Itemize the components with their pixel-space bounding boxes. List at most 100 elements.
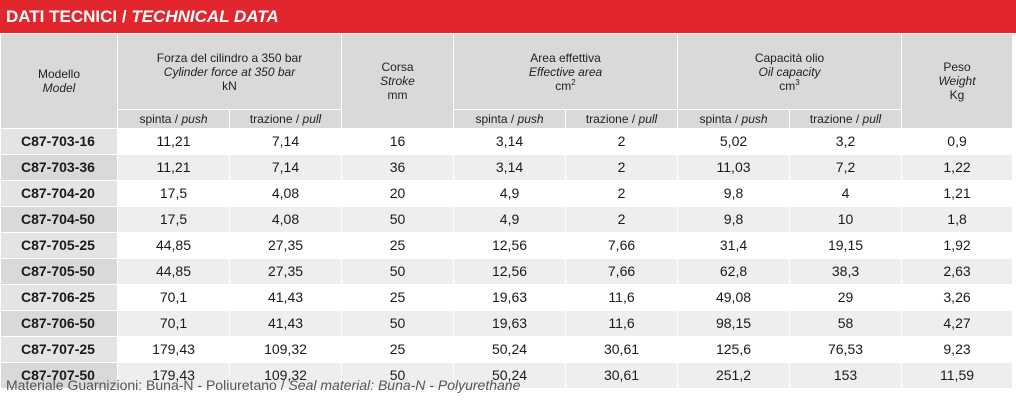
- cell-area-pull: 11,6: [565, 310, 679, 337]
- cell-force-push: 11,21: [117, 154, 230, 181]
- cell-weight: 11,59: [901, 362, 1014, 389]
- cell-force-push: 70,1: [117, 284, 230, 311]
- cell-oil-push: 62,8: [677, 258, 791, 285]
- cell-oil-push: 9,8: [677, 206, 791, 233]
- cell-force-pull: 109,32: [228, 362, 343, 389]
- cell-force-push: 44,85: [117, 232, 230, 259]
- cell-force-pull: 4,08: [228, 180, 343, 207]
- cell-oil-push: 9,8: [677, 180, 791, 207]
- cell-force-pull: 41,43: [228, 310, 343, 337]
- cell-area-pull: 7,66: [565, 232, 679, 259]
- cell-force-pull: 4,08: [228, 206, 343, 233]
- cell-force-push: 11,21: [117, 128, 230, 155]
- cell-force-pull: 109,32: [228, 336, 343, 363]
- cell-area-pull: 30,61: [565, 362, 679, 389]
- cell-weight: 4,27: [901, 310, 1014, 337]
- cell-force-pull: 41,43: [228, 284, 343, 311]
- cell-area-push: 3,14: [453, 154, 567, 181]
- header-force: Forza del cilindro a 350 bar Cylinder fo…: [116, 33, 343, 110]
- cell-oil-pull: 76,53: [789, 336, 903, 363]
- cell-force-push: 17,5: [117, 180, 230, 207]
- cell-area-push: 4,9: [453, 180, 567, 207]
- cell-stroke: 25: [341, 336, 455, 363]
- table-row: C87-704-20 17,5 4,08 20 4,9 2 9,8 4 1,21: [0, 180, 1014, 207]
- cell-model: C87-706-25: [0, 284, 118, 311]
- table-row: C87-703-36 11,21 7,14 36 3,14 2 11,03 7,…: [0, 154, 1014, 181]
- cell-area-pull: 7,66: [565, 258, 679, 285]
- cell-weight: 1,22: [901, 154, 1014, 181]
- table-row: C87-706-25 70,1 41,43 25 19,63 11,6 49,0…: [0, 284, 1014, 311]
- cell-model: C87-704-50: [0, 206, 118, 233]
- cell-oil-pull: 58: [789, 310, 903, 337]
- cell-area-push: 3,14: [453, 128, 567, 155]
- seal-material-note: Materiale Guarnizioni: Buna-N - Poliuret…: [6, 377, 521, 393]
- subheader-area-push: spinta / push: [453, 109, 567, 129]
- cell-oil-pull: 10: [789, 206, 903, 233]
- cell-model: C87-706-50: [0, 310, 118, 337]
- header-stroke: Corsa Stroke mm: [341, 33, 455, 129]
- cell-area-push: 12,56: [453, 232, 567, 259]
- header-model: Modello Model: [0, 33, 118, 129]
- cell-oil-push: 98,15: [677, 310, 791, 337]
- cell-force-pull: 27,35: [228, 232, 343, 259]
- cell-force-push: 44,85: [117, 258, 230, 285]
- cell-area-push: 4,9: [453, 206, 567, 233]
- header-area: Area effettiva Effective area cm2: [453, 33, 679, 110]
- cell-weight: 1,8: [901, 206, 1014, 233]
- cell-stroke: 50: [341, 206, 455, 233]
- table-row: C87-706-50 70,1 41,43 50 19,63 11,6 98,1…: [0, 310, 1014, 337]
- cell-stroke: 25: [341, 284, 455, 311]
- subheader-area-pull: trazione / pull: [565, 109, 679, 129]
- cell-area-push: 19,63: [453, 310, 567, 337]
- cell-stroke: 50: [341, 310, 455, 337]
- table-row: C87-707-50 179,43 109,32 50 50,24 30,61 …: [0, 362, 1014, 389]
- header-oil-capacity: Capacità olio Oil capacity cm3: [677, 33, 903, 110]
- cell-oil-pull: 4: [789, 180, 903, 207]
- cell-weight: 1,92: [901, 232, 1014, 259]
- title-italian: DATI TECNICI /: [6, 7, 127, 26]
- cell-stroke: 25: [341, 232, 455, 259]
- cell-model: C87-707-50: [0, 362, 118, 389]
- cell-area-pull: 2: [565, 180, 679, 207]
- subheader-oil-pull: trazione / pull: [789, 109, 903, 129]
- cell-area-push: 50,24: [453, 336, 567, 363]
- cell-model: C87-705-50: [0, 258, 118, 285]
- cell-stroke: 50: [341, 362, 455, 389]
- cell-stroke: 50: [341, 258, 455, 285]
- cell-oil-push: 5,02: [677, 128, 791, 155]
- cell-force-pull: 7,14: [228, 154, 343, 181]
- cell-weight: 1,21: [901, 180, 1014, 207]
- table-row: C87-707-25 179,43 109,32 25 50,24 30,61 …: [0, 336, 1014, 363]
- cell-weight: 0,9: [901, 128, 1014, 155]
- cell-model: C87-703-16: [0, 128, 118, 155]
- cell-stroke: 36: [341, 154, 455, 181]
- subheader-oil-push: spinta / push: [677, 109, 791, 129]
- cell-force-push: 17,5: [117, 206, 230, 233]
- table-row: C87-705-25 44,85 27,35 25 12,56 7,66 31,…: [0, 232, 1014, 259]
- section-title: DATI TECNICI / TECHNICAL DATA: [0, 0, 1016, 33]
- cell-force-push: 70,1: [117, 310, 230, 337]
- cell-oil-push: 11,03: [677, 154, 791, 181]
- cell-area-pull: 2: [565, 206, 679, 233]
- cell-model: C87-703-36: [0, 154, 118, 181]
- cell-oil-push: 31,4: [677, 232, 791, 259]
- cell-weight: 2,63: [901, 258, 1014, 285]
- cell-oil-pull: 3,2: [789, 128, 903, 155]
- cell-area-push: 50,24: [453, 362, 567, 389]
- cell-oil-push: 125,6: [677, 336, 791, 363]
- cell-weight: 3,26: [901, 284, 1014, 311]
- table-row: C87-703-16 11,21 7,14 16 3,14 2 5,02 3,2…: [0, 128, 1014, 155]
- title-english: TECHNICAL DATA: [131, 7, 279, 26]
- subheader-force-push: spinta / push: [117, 109, 230, 129]
- cell-model: C87-705-25: [0, 232, 118, 259]
- cell-force-push: 179,43: [117, 336, 230, 363]
- table-row: C87-705-50 44,85 27,35 50 12,56 7,66 62,…: [0, 258, 1014, 285]
- cell-stroke: 16: [341, 128, 455, 155]
- header-weight: Peso Weight Kg: [901, 33, 1014, 129]
- cell-force-pull: 27,35: [228, 258, 343, 285]
- cell-force-pull: 7,14: [228, 128, 343, 155]
- cell-area-pull: 11,6: [565, 284, 679, 311]
- cell-oil-pull: 19,15: [789, 232, 903, 259]
- cell-oil-push: 49,08: [677, 284, 791, 311]
